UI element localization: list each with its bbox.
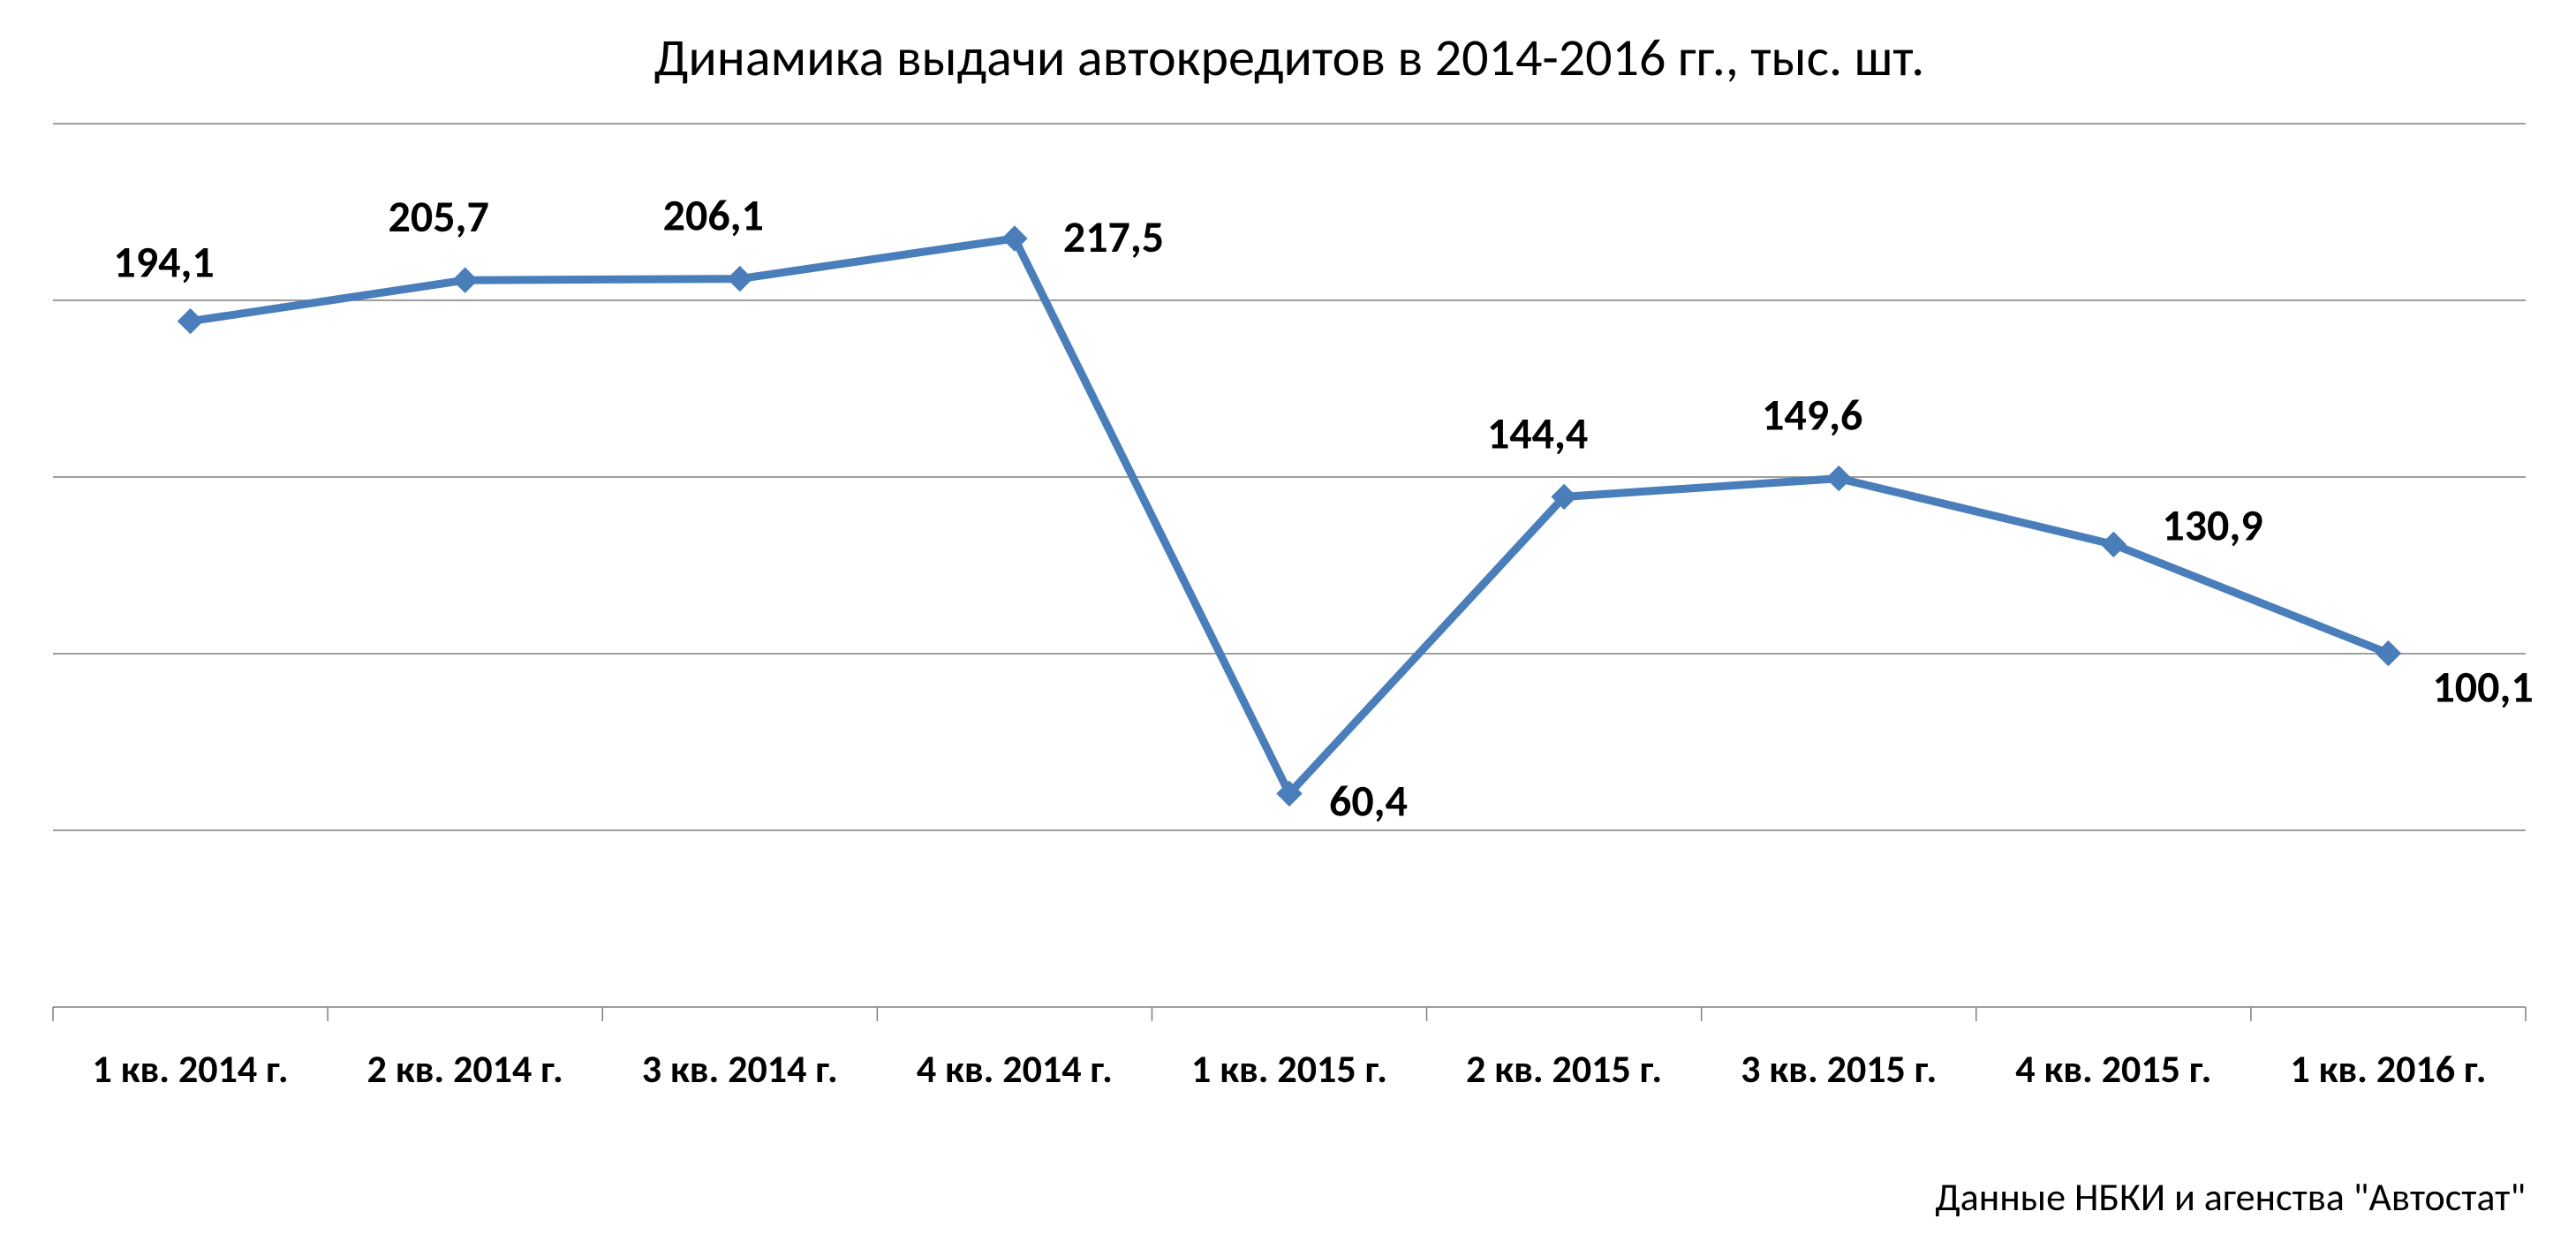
x-axis-label: 1 кв. 2016 г. [2290, 1045, 2486, 1093]
value-label: 149,6 [1762, 389, 1862, 443]
chart-container: 194,1 205,7 206,1 217,5 60,4 144,4 149,6 130,9 1… [0, 0, 2576, 1257]
value-label: 217,5 [1063, 210, 1164, 264]
value-label: 130,9 [2162, 498, 2262, 552]
data-marker [1826, 466, 1851, 491]
data-marker [453, 268, 478, 292]
data-marker [178, 309, 203, 334]
value-label: 60,4 [1329, 774, 1408, 828]
value-label: 100,1 [2432, 661, 2533, 715]
x-axis-label: 1 кв. 2014 г. [93, 1045, 289, 1093]
data-marker [728, 267, 752, 292]
value-label: 144,4 [1487, 406, 1588, 460]
x-axis-label: 2 кв. 2014 г. [367, 1045, 563, 1093]
x-axis-label: 3 кв. 2014 г. [642, 1045, 838, 1093]
data-line [191, 239, 2389, 793]
x-axis-label: 3 кв. 2015 г. [1741, 1045, 1937, 1093]
chart-title: Динамика выдачи автокредитов в 2014-2016… [654, 26, 1925, 90]
data-marker [2376, 641, 2400, 666]
value-label: 205,7 [389, 190, 489, 244]
line-chart: 194,1 205,7 206,1 217,5 60,4 144,4 149,6 130,9 1… [0, 0, 2576, 1257]
x-axis-label: 1 кв. 2015 г. [1191, 1045, 1387, 1093]
source-note: Данные НБКИ и агенства "Автостат" [1935, 1173, 2526, 1221]
x-axis-label: 4 кв. 2015 г. [2015, 1045, 2211, 1093]
value-label: 206,1 [663, 189, 764, 243]
x-axis-label: 4 кв. 2014 г. [917, 1045, 1113, 1093]
x-axis-label: 2 кв. 2015 г. [1466, 1045, 1662, 1093]
data-marker [2101, 532, 2126, 557]
value-label: 194,1 [113, 236, 214, 290]
